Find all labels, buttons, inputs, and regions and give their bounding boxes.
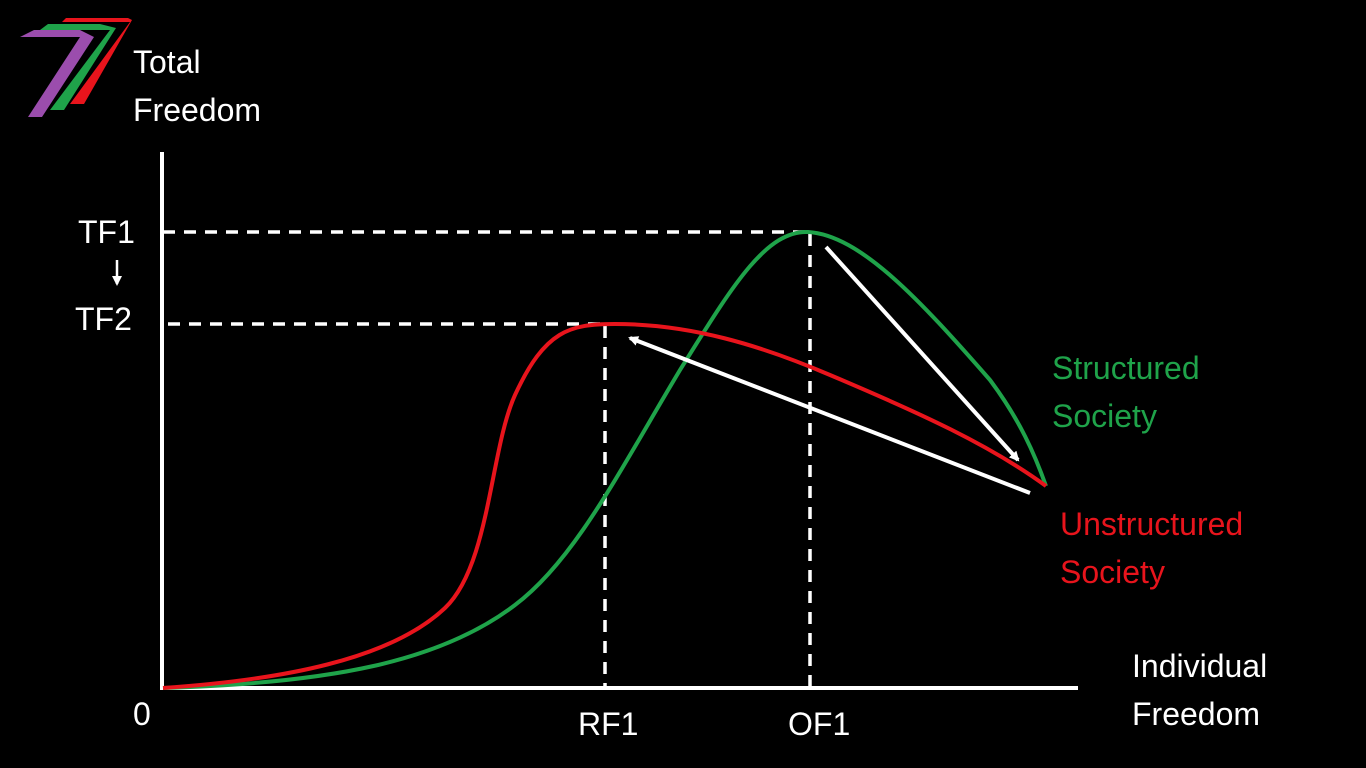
structured-society-label-line1: Structured xyxy=(1052,350,1200,386)
unstructured-society-label-line1: Unstructured xyxy=(1060,506,1244,542)
unstructured-decline-arrow xyxy=(628,336,1031,495)
tf2-label: TF2 xyxy=(75,301,132,337)
y-axis-label-line2: Freedom xyxy=(133,92,262,128)
structured-decline-arrow xyxy=(824,245,1020,462)
unstructured-society-label-line2: Society xyxy=(1060,554,1165,590)
structured-society-label-line2: Society xyxy=(1052,398,1157,434)
rf1-label: RF1 xyxy=(578,706,639,742)
x-axis-label-line1: Individual xyxy=(1132,648,1268,684)
seven-stripes-logo-icon xyxy=(20,18,132,117)
tf1-label: TF1 xyxy=(78,214,135,250)
x-axis-label-line2: Freedom xyxy=(1132,696,1261,732)
of1-label: OF1 xyxy=(788,706,851,742)
y-axis-label-line1: Total xyxy=(133,44,201,80)
unstructured-society-curve xyxy=(162,321,1048,690)
origin-label: 0 xyxy=(133,696,151,732)
structured-society-curve xyxy=(162,229,1048,690)
